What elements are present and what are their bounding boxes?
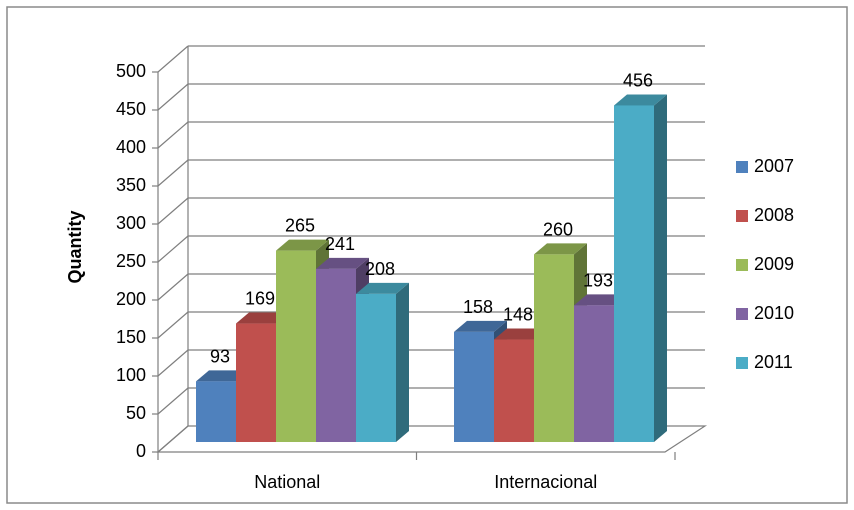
gridline-side bbox=[157, 83, 189, 111]
legend-item: 2009 bbox=[736, 254, 794, 274]
y-tick-label: 400 bbox=[116, 137, 146, 157]
legend-item: 2011 bbox=[736, 352, 793, 372]
data-label: 260 bbox=[543, 219, 573, 239]
data-label: 93 bbox=[210, 346, 230, 366]
y-tick-label: 450 bbox=[116, 99, 146, 119]
gridline-side bbox=[157, 235, 189, 263]
bar bbox=[614, 94, 667, 442]
data-label: 193 bbox=[583, 270, 613, 290]
y-tick-label: 0 bbox=[136, 441, 146, 461]
gridline-side bbox=[157, 273, 189, 301]
data-label: 456 bbox=[623, 70, 653, 90]
data-label: 169 bbox=[245, 289, 275, 309]
legend: 2007 2008 2009 2010 2011 bbox=[736, 156, 794, 372]
legend-swatch bbox=[736, 357, 748, 369]
y-tick-label: 250 bbox=[116, 251, 146, 271]
legend-swatch bbox=[736, 161, 748, 173]
floor bbox=[156, 425, 708, 453]
legend-swatch bbox=[736, 308, 748, 320]
gridline-side bbox=[157, 45, 189, 73]
data-label: 158 bbox=[463, 297, 493, 317]
bars bbox=[196, 94, 667, 442]
data-label: 208 bbox=[365, 259, 395, 279]
category-labels: National Internacional bbox=[254, 472, 597, 492]
bar bbox=[356, 282, 409, 442]
legend-swatch bbox=[736, 210, 748, 222]
category-label: Internacional bbox=[494, 472, 597, 492]
legend-swatch bbox=[736, 259, 748, 271]
y-tick-label: 350 bbox=[116, 175, 146, 195]
legend-label: 2008 bbox=[754, 205, 794, 225]
y-tick-label: 500 bbox=[116, 61, 146, 81]
data-label: 241 bbox=[325, 234, 355, 254]
legend-item: 2010 bbox=[736, 303, 794, 323]
legend-item: 2007 bbox=[736, 156, 794, 176]
y-tick-label: 200 bbox=[116, 289, 146, 309]
bar bbox=[534, 243, 587, 442]
axes bbox=[152, 46, 708, 460]
category-label: National bbox=[254, 472, 320, 492]
gridline-side bbox=[157, 311, 189, 339]
chart-frame bbox=[6, 6, 848, 504]
data-labels: 93 169 265 241 208 158 148 260 193 456 bbox=[210, 70, 653, 366]
y-axis-title: Quantity bbox=[65, 210, 85, 283]
legend-label: 2011 bbox=[754, 352, 793, 372]
data-label: 265 bbox=[285, 216, 315, 236]
legend-item: 2008 bbox=[736, 205, 794, 225]
y-axis-ticks: 0 50 100 150 200 250 300 350 400 450 500 bbox=[116, 61, 146, 461]
gridline-side bbox=[157, 121, 189, 149]
legend-label: 2010 bbox=[754, 303, 794, 323]
y-tick-label: 300 bbox=[116, 213, 146, 233]
legend-label: 2009 bbox=[754, 254, 794, 274]
gridline-side bbox=[157, 159, 189, 187]
y-tick-label: 50 bbox=[126, 403, 146, 423]
data-label: 148 bbox=[503, 305, 533, 325]
gridline-side bbox=[157, 387, 189, 415]
y-tick-label: 100 bbox=[116, 365, 146, 385]
gridline-side bbox=[157, 197, 189, 225]
y-tick-label: 150 bbox=[116, 327, 146, 347]
gridline-side bbox=[157, 349, 189, 377]
legend-label: 2007 bbox=[754, 156, 794, 176]
